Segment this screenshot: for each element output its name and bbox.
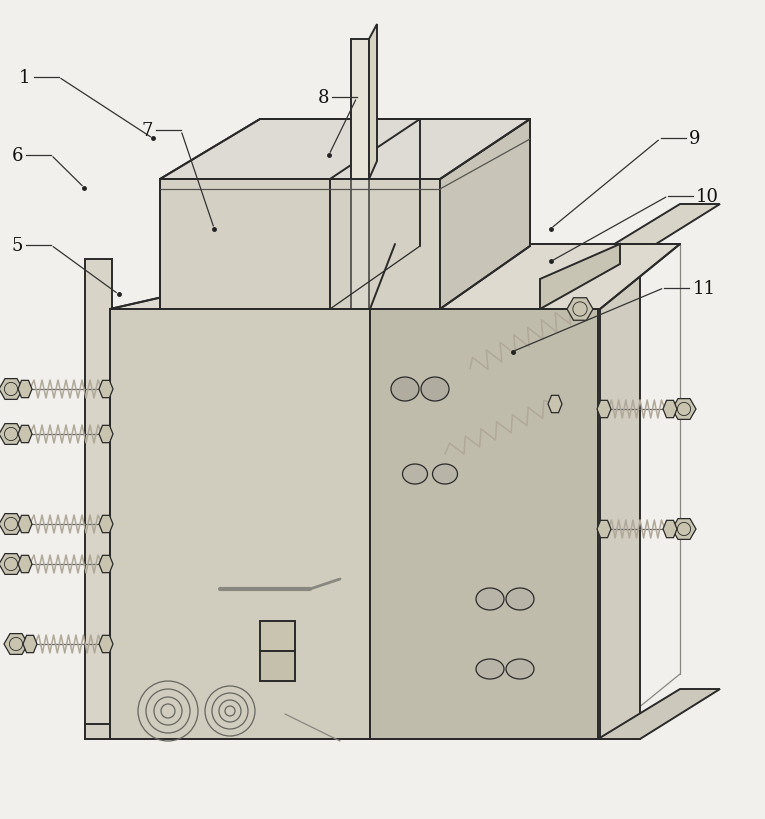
Text: 11: 11	[692, 279, 715, 297]
Polygon shape	[572, 300, 588, 319]
Polygon shape	[18, 516, 32, 533]
Polygon shape	[85, 724, 180, 739]
Polygon shape	[0, 514, 23, 535]
Text: 10: 10	[696, 188, 719, 206]
Polygon shape	[4, 634, 28, 654]
Polygon shape	[672, 399, 696, 420]
Polygon shape	[99, 381, 113, 398]
Polygon shape	[0, 424, 23, 445]
Bar	[260, 651, 295, 681]
Polygon shape	[160, 180, 440, 310]
Text: 8: 8	[317, 89, 329, 107]
Polygon shape	[672, 519, 696, 540]
Polygon shape	[99, 555, 113, 573]
Polygon shape	[110, 245, 680, 310]
Polygon shape	[0, 554, 23, 575]
Ellipse shape	[506, 588, 534, 610]
Polygon shape	[567, 298, 593, 321]
Polygon shape	[99, 516, 113, 533]
Polygon shape	[597, 521, 611, 538]
Ellipse shape	[506, 659, 534, 679]
Ellipse shape	[476, 659, 504, 679]
Polygon shape	[440, 120, 530, 310]
Polygon shape	[598, 689, 720, 739]
Ellipse shape	[476, 588, 504, 610]
Polygon shape	[18, 426, 32, 443]
Polygon shape	[540, 245, 620, 310]
Text: 6: 6	[11, 147, 23, 165]
Polygon shape	[18, 381, 32, 398]
Polygon shape	[110, 310, 370, 739]
Polygon shape	[548, 396, 562, 413]
Polygon shape	[598, 255, 640, 739]
Polygon shape	[99, 636, 113, 653]
Text: 5: 5	[11, 237, 23, 255]
Polygon shape	[351, 40, 369, 180]
Polygon shape	[23, 636, 37, 653]
Text: 9: 9	[688, 130, 700, 148]
Polygon shape	[598, 205, 720, 255]
Ellipse shape	[421, 378, 449, 401]
Ellipse shape	[432, 464, 457, 484]
Polygon shape	[351, 180, 369, 310]
Polygon shape	[85, 260, 112, 739]
Text: 1: 1	[19, 69, 31, 87]
Ellipse shape	[402, 464, 428, 484]
Text: 7: 7	[142, 122, 153, 140]
Polygon shape	[0, 379, 23, 400]
Polygon shape	[597, 400, 611, 419]
Polygon shape	[369, 25, 377, 180]
Polygon shape	[663, 400, 677, 419]
Polygon shape	[99, 426, 113, 443]
Polygon shape	[18, 555, 32, 573]
Polygon shape	[663, 521, 677, 538]
Polygon shape	[160, 120, 530, 180]
Polygon shape	[370, 310, 600, 739]
Bar	[260, 622, 295, 651]
Ellipse shape	[391, 378, 419, 401]
